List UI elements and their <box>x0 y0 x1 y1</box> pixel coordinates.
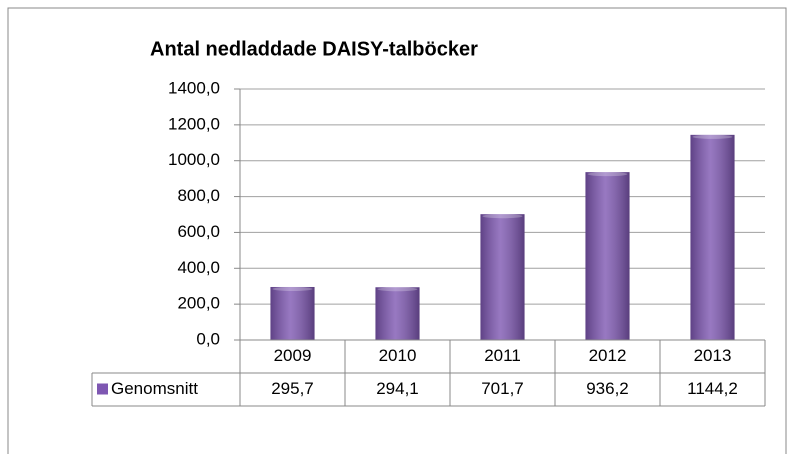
bar-shade <box>480 214 525 340</box>
bar-top <box>377 287 418 292</box>
bar-top <box>587 172 628 177</box>
legend-label: Genomsnitt <box>111 379 198 398</box>
bar-shade <box>690 134 735 340</box>
x-tick-label: 2010 <box>379 346 417 365</box>
y-tick-label: 0,0 <box>196 329 220 348</box>
y-tick-label: 1200,0 <box>168 114 220 133</box>
x-tick-label: 2013 <box>694 346 732 365</box>
bar-shade <box>375 287 420 340</box>
chart-border <box>7 7 787 454</box>
data-table-value: 295,7 <box>271 379 314 398</box>
data-table-value: 701,7 <box>481 379 524 398</box>
y-tick-label: 600,0 <box>177 222 220 241</box>
y-tick-label: 1000,0 <box>168 150 220 169</box>
y-tick-label: 800,0 <box>177 186 220 205</box>
data-table-value: 936,2 <box>586 379 629 398</box>
chart-title: Antal nedladdade DAISY-talböcker <box>150 38 478 60</box>
bar-top <box>272 286 313 291</box>
bar-shade <box>270 286 315 340</box>
legend-key <box>97 383 108 395</box>
data-table-value: 1144,2 <box>687 379 738 398</box>
x-tick-label: 2012 <box>589 346 627 365</box>
x-tick-label: 2009 <box>274 346 312 365</box>
data-table-value: 294,1 <box>376 379 419 398</box>
y-tick-label: 400,0 <box>177 258 220 277</box>
bar-top <box>692 134 733 139</box>
y-tick-label: 200,0 <box>177 294 220 313</box>
y-tick-label: 1400,0 <box>168 78 220 97</box>
bar-top <box>482 214 523 219</box>
bar-shade <box>585 172 630 340</box>
x-tick-label: 2011 <box>484 346 521 365</box>
